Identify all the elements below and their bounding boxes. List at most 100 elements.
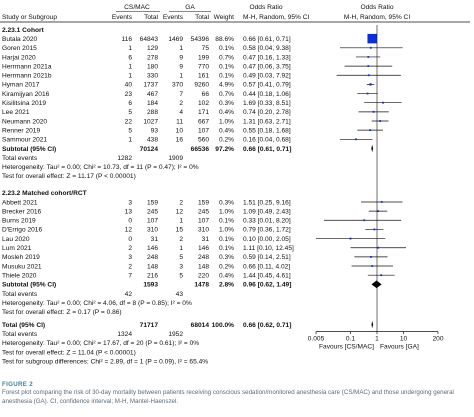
study-odds-ratio: 0.58 [0.04, 9.38] [243,45,291,52]
footer-text: Test for overall effect: Z = 11.04 (P < … [2,349,136,356]
x-tick-label: 10 [400,336,408,343]
study-weight: 4.9% [219,82,234,89]
study-total-ga: 107 [198,218,209,225]
header-odds-ratio-title: Odds Ratio [250,4,283,11]
study-marker [367,74,370,77]
study-total-ga: 9260 [194,82,209,89]
study-events-cs-mac: 0 [128,218,132,225]
study-events-ga: 9 [179,54,183,61]
study-events-cs-mac: 5 [128,109,132,116]
study-name: Abbett 2021 [2,199,38,206]
study-events-cs-mac: 23 [125,91,133,98]
grand-total-events-cs-mac: 1324 [117,331,132,338]
total-cs-mac: 71717 [140,322,159,329]
total-label: Total (95% CI) [2,322,45,329]
study-odds-ratio: 0.59 [0.14, 2.51] [243,254,291,261]
study-name: Lau 2020 [2,236,30,243]
study-name: Brecker 2016 [2,208,42,215]
study-total-ga: 75 [202,45,210,52]
subtotal-diamond [371,144,374,153]
total-events-label: Total events [2,291,38,298]
study-total-ga: 171 [198,109,209,116]
subtotal-diamond [371,280,382,289]
study-events-ga: 370 [172,82,183,89]
study-total-cs-mac: 216 [147,272,158,279]
x-tick-label: 0.1 [346,336,355,343]
header-plot-title: Odds Ratio [361,4,394,11]
study-total-cs-mac: 107 [147,218,158,225]
study-events-ga: 5 [179,272,183,279]
study-weight: 0.4% [219,127,234,134]
study-total-cs-mac: 180 [147,63,158,70]
study-weight: 0.1% [219,245,234,252]
study-odds-ratio: 0.57 [0.41, 0.79] [243,82,291,89]
study-events-ga: 2 [179,236,183,243]
study-weight: 0.4% [219,272,234,279]
study-weight: 1.0% [219,118,234,125]
study-total-ga: 161 [198,73,209,80]
study-marker [380,274,383,277]
study-weight: 0.7% [219,54,234,61]
study-total-ga: 560 [198,137,209,144]
study-name: Butala 2020 [2,36,38,43]
study-total-cs-mac: 159 [147,199,158,206]
study-events-ga: 12 [176,208,184,215]
study-total-cs-mac: 31 [151,236,159,243]
study-weight: 0.3% [219,199,234,206]
study-odds-ratio: 0.55 [0.18, 1.68] [243,127,291,134]
study-marker [367,65,370,67]
study-total-cs-mac: 248 [147,254,158,261]
study-events-ga: 3 [179,263,183,270]
study-odds-ratio: 0.66 [0.61, 0.71] [243,36,291,43]
heterogeneity-text: Heterogeneity: Tau² = 0.00; Chi² = 10.73… [2,164,199,171]
study-marker [377,246,380,249]
study-marker [349,237,352,240]
study-name: Kisilitsina 2019 [2,100,46,107]
x-tick-label: 0.005 [308,336,325,343]
study-marker [355,138,357,141]
study-total-ga: 54396 [191,36,210,43]
study-total-ga: 159 [198,199,209,206]
grand-total-events-ga: 1952 [168,331,183,338]
study-events-cs-mac: 1 [128,137,132,144]
study-total-cs-mac: 129 [147,45,158,52]
study-total-ga: 102 [198,100,209,107]
study-name: D'Errigo 2016 [2,227,42,234]
study-weight: 1.0% [219,227,234,234]
study-marker [363,219,366,222]
study-weight: 0.4% [219,109,234,116]
header-total-cs-mac: Total [144,14,158,21]
study-events-ga: 1469 [168,36,183,43]
study-weight: 0.3% [219,254,234,261]
study-events-cs-mac: 13 [125,208,133,215]
grand-total-events-label: Total events [2,331,38,338]
study-marker [369,129,372,132]
study-events-cs-mac: 22 [125,118,133,125]
study-odds-ratio: 0.44 [0.18, 1.06] [243,91,291,98]
study-name: Lee 2021 [2,109,30,116]
study-odds-ratio: 0.47 [0.16, 1.33] [243,54,291,61]
favours-ga-label: Favours [GA] [380,344,419,351]
study-odds-ratio: 0.66 [0.11, 4.02] [243,263,290,270]
study-weight: 0.1% [219,73,234,80]
study-total-ga: 148 [198,263,209,270]
study-events-ga: 4 [179,109,183,116]
study-total-cs-mac: 146 [147,245,158,252]
study-weight: 0.1% [219,63,234,70]
study-marker [366,92,369,95]
study-weight: 0.7% [219,91,234,98]
subtotal-label: Subtotal (95% CI) [2,282,56,289]
subtotal-total-ga: 1478 [194,282,209,289]
figure-label: FIGURE 2 [2,381,33,388]
study-odds-ratio: 1.69 [0.33, 8.51] [243,100,291,107]
study-total-ga: 107 [198,127,209,134]
study-events-cs-mac: 116 [121,36,132,43]
study-events-ga: 1 [179,73,183,80]
study-weight: 88.6% [215,36,234,43]
subtotal-weight: 2.8% [219,282,234,289]
study-total-cs-mac: 278 [147,54,158,61]
study-events-ga: 10 [176,127,184,134]
subtotal-weight: 97.2% [215,146,234,153]
study-marker [370,255,372,258]
study-events-cs-mac: 1 [128,63,132,70]
